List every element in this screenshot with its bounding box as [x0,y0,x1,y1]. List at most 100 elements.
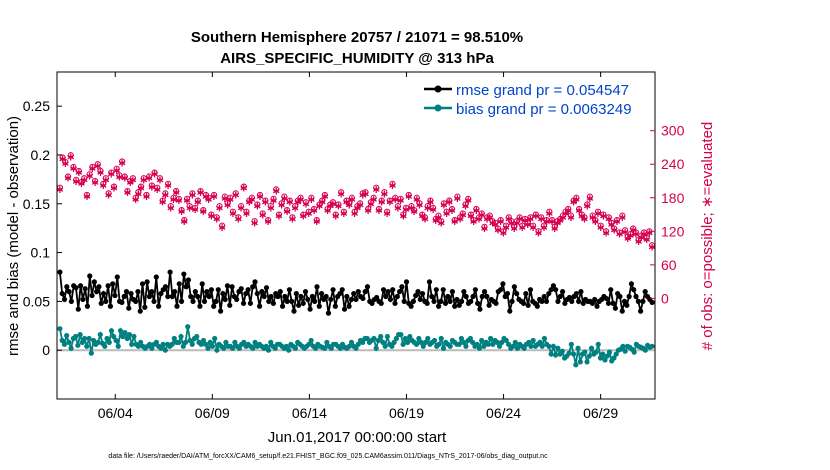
obs-evaluated-point: ∗ [139,173,148,186]
obs-evaluated-point: ∗ [153,183,162,196]
obs-possible-point [251,218,258,225]
bias-point [236,345,242,351]
obs-possible-point [478,210,485,217]
legend-rmse-label: rmse grand pr = 0.054547 [456,82,629,99]
rmse-point [550,283,556,289]
obs-evaluated-point: ∗ [96,166,105,179]
bias-point [77,331,83,338]
rmse-point [275,293,281,300]
obs-evaluated-point: ∗ [637,231,646,244]
obs-possible-point [278,200,285,207]
bias-point [611,355,617,361]
legend-rmse-marker [434,85,442,93]
obs-evaluated-point: ∗ [212,212,221,225]
obs-possible-point [608,219,615,227]
bias-point [467,335,473,342]
rmse-point [447,298,453,304]
obs-evaluated-point: ∗ [326,200,335,213]
bias-point [485,341,491,347]
bias-point [212,335,218,342]
rmse-point [401,298,407,304]
obs-possible-point [262,197,269,204]
obs-possible-point [497,217,504,224]
obs-possible-point [575,205,583,213]
obs-possible-point [213,214,220,221]
bias-point [207,339,213,345]
rmse-point [158,290,164,297]
rmse-point [213,298,219,304]
obs-possible-point [156,175,164,182]
obs-evaluated-point: ∗ [372,183,381,196]
rmse-point [541,293,547,300]
obs-evaluated-point: ∗ [558,211,567,224]
obs-evaluated-point: ∗ [518,221,527,234]
y-tick-label: 0 [42,342,50,358]
obs-evaluated-point: ∗ [207,210,216,223]
bias-point [481,343,487,349]
obs-evaluated-point: ∗ [550,222,559,235]
obs-evaluated-point: ∗ [612,215,621,228]
rmse-point [220,290,226,297]
rmse-point [89,292,95,299]
obs-possible-point [186,203,193,210]
rmse-point [169,293,175,300]
obs-evaluated-point: ∗ [364,204,373,217]
rmse-point [75,306,81,312]
y-tick-label: 0.2 [31,147,51,163]
obs-evaluated-point: ∗ [253,200,262,213]
rmse-point [94,289,100,295]
obs-possible-point [305,208,312,215]
obs-possible-point [532,211,539,218]
rmse-point [449,289,456,295]
rmse-point [438,298,444,304]
rmse-point [454,296,460,303]
obs-evaluated-point: ∗ [491,218,500,231]
rmse-point [252,279,258,285]
obs-possible-point [281,193,288,200]
legend: rmse grand pr = 0.054547 bias grand pr =… [424,82,632,118]
rmse-point [227,302,233,308]
rmse-point [91,279,97,285]
obs-evaluated-point: ∗ [312,215,321,228]
bias-point [555,345,561,351]
bias-point [337,345,343,351]
rmse-point [243,290,249,297]
bias-point [169,341,175,347]
obs-possible-point [627,231,634,238]
rmse-point [399,284,405,290]
rmse-point [360,295,366,302]
bias-point [582,349,588,355]
bias-point [371,335,377,342]
bias-point [268,339,274,345]
rmse-point [84,303,91,309]
obs-possible-point [527,214,534,221]
rmse-point [621,298,628,304]
obs-evaluated-point: ∗ [120,172,129,185]
rmse-point [415,289,421,295]
obs-evaluated-point: ∗ [499,226,508,239]
obs-possible-point [424,203,431,210]
obs-possible-point [137,183,145,190]
obs-possible-point [584,201,591,208]
rmse-point [424,300,430,306]
y2-tick-label: 240 [661,156,685,172]
bias-point [104,335,110,342]
bias-point [205,345,211,351]
x-axis: 06/04 06/09 06/14 06/19 06/24 06/29 [98,72,618,421]
rmse-point [291,308,297,314]
legend-bias-label: bias grand pr = 0.0063249 [456,101,632,118]
rmse-point [172,289,178,295]
obs-evaluated-point: ∗ [426,196,435,209]
bias-point [129,341,135,347]
obs-evaluated-point: ∗ [401,203,410,216]
y-axis-right: 0 60 120 180 240 300 [650,123,685,306]
bias-point [292,345,299,351]
bias-point [602,357,608,363]
rmse-point [553,287,559,293]
rmse-point [433,287,439,293]
rmse-point [197,303,203,309]
obs-possible-point [81,175,88,182]
bias-point [577,359,583,365]
rmse-point [594,303,600,309]
obs-evaluated-point: ∗ [523,218,532,231]
